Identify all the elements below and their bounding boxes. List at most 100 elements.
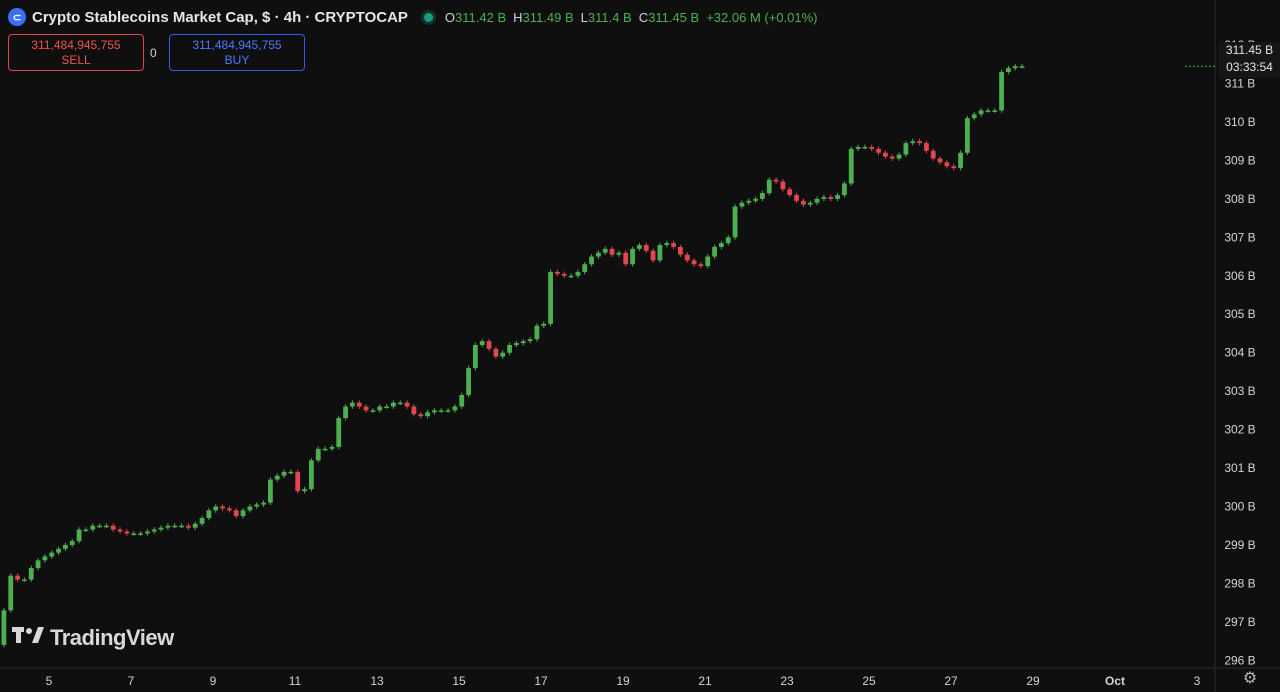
y-tick-label: 308 B [1224, 192, 1255, 206]
x-tick-label: 23 [780, 674, 794, 688]
candle-body [787, 189, 793, 196]
x-tick-label: 29 [1026, 674, 1040, 688]
candle-body [746, 200, 752, 203]
ohlc-low-value: 311.4 B [587, 9, 632, 25]
candle-body [794, 195, 799, 201]
candle-body [678, 246, 683, 255]
candle-body [124, 531, 130, 534]
candle-body [855, 146, 861, 149]
candle-body [254, 504, 260, 507]
sell-button[interactable]: 311,484,945,755 SELL [8, 34, 144, 71]
candle-body [1019, 66, 1025, 68]
candle-body [664, 243, 670, 246]
y-tick-label: 303 B [1224, 384, 1255, 398]
x-tick-label: 15 [452, 674, 466, 688]
candle-body [76, 529, 82, 542]
candle-body [807, 202, 813, 205]
candle-body [582, 264, 588, 272]
candle-body [486, 341, 492, 349]
ohlc-change: +32.06 M (+0.01%) [706, 9, 818, 25]
candle-body [315, 448, 321, 461]
candle-body [623, 252, 629, 265]
candle-body [233, 510, 239, 517]
candle-body [397, 402, 403, 405]
candle-body [418, 414, 424, 417]
x-tick-label: 9 [210, 674, 217, 688]
candle-body [637, 245, 642, 249]
candle-body [302, 489, 307, 492]
y-tick-label: 309 B [1224, 153, 1255, 167]
candle-body [507, 345, 512, 353]
candle-body [555, 271, 560, 274]
ohlc-open-value: 311.42 B [455, 9, 507, 25]
ohlc-open-key: O [444, 9, 456, 25]
candle-body [22, 579, 27, 582]
candle-body [869, 146, 875, 149]
candle-body [527, 339, 533, 342]
candle-body [261, 502, 266, 505]
candle-body [90, 525, 96, 530]
candle-body [801, 200, 806, 205]
buy-price: 311,484,945,755 [192, 37, 282, 52]
x-tick-label: 19 [616, 674, 630, 688]
candle-body [459, 394, 465, 407]
buy-button[interactable]: 311,484,945,755 BUY [169, 34, 305, 71]
candle-body [336, 418, 342, 447]
y-tick-label: 296 B [1224, 653, 1255, 667]
candle-body [930, 150, 936, 159]
market-status-icon [423, 12, 433, 22]
candle-body [384, 406, 389, 409]
candle-body [1012, 66, 1018, 69]
candle-body [404, 402, 410, 407]
x-tick-label: 11 [289, 674, 302, 688]
y-tick-label: 302 B [1224, 423, 1255, 437]
ohlc-high-value: 311.49 B [522, 9, 574, 25]
candle-body [295, 471, 301, 492]
candle-body [903, 143, 909, 155]
candle-body [924, 143, 929, 151]
y-tick-label: 297 B [1224, 615, 1255, 629]
candle-body [951, 166, 957, 169]
ohlc-close-key: C [638, 9, 649, 25]
candle-body [452, 406, 458, 411]
candle-body [206, 510, 212, 519]
y-tick-label: 306 B [1224, 269, 1255, 283]
tradingview-logo-text: TradingView [50, 625, 174, 650]
candle-body [329, 446, 335, 449]
candle-body [192, 523, 198, 528]
tradingview-logo[interactable]: TradingView [12, 625, 174, 651]
buy-label: BUY [224, 52, 250, 67]
candle-body [520, 341, 526, 344]
y-tick-label: 299 B [1224, 538, 1255, 552]
candle-body [589, 256, 594, 265]
candle-body [999, 71, 1004, 111]
candle-body [780, 181, 786, 190]
candle-body [814, 198, 820, 203]
candle-body [309, 460, 314, 490]
candle-body [220, 506, 225, 509]
candle-body [83, 529, 89, 532]
settings-icon[interactable]: ⚙ [1242, 670, 1258, 687]
candle-body [356, 402, 362, 407]
candle-body [363, 406, 369, 411]
candle-body [657, 245, 663, 261]
candle-body [1006, 68, 1011, 72]
candle-body [56, 548, 61, 553]
candle-body [575, 271, 581, 276]
candle-body [876, 148, 881, 153]
candle-body [992, 110, 998, 112]
candle-body [432, 410, 437, 413]
chart-title[interactable]: Crypto Stablecoins Market Cap, $ · 4h · … [32, 8, 408, 26]
candle-body [548, 271, 553, 324]
candle-body [145, 531, 150, 534]
candle-body [910, 141, 916, 144]
candle-body [848, 148, 854, 184]
candle-body [370, 410, 376, 412]
x-tick-label: 3 [1194, 674, 1201, 688]
candle-body [944, 162, 950, 167]
candle-body [425, 412, 430, 417]
candle-body [438, 410, 444, 412]
y-tick-label: 304 B [1224, 346, 1255, 360]
candle-body [712, 246, 717, 257]
